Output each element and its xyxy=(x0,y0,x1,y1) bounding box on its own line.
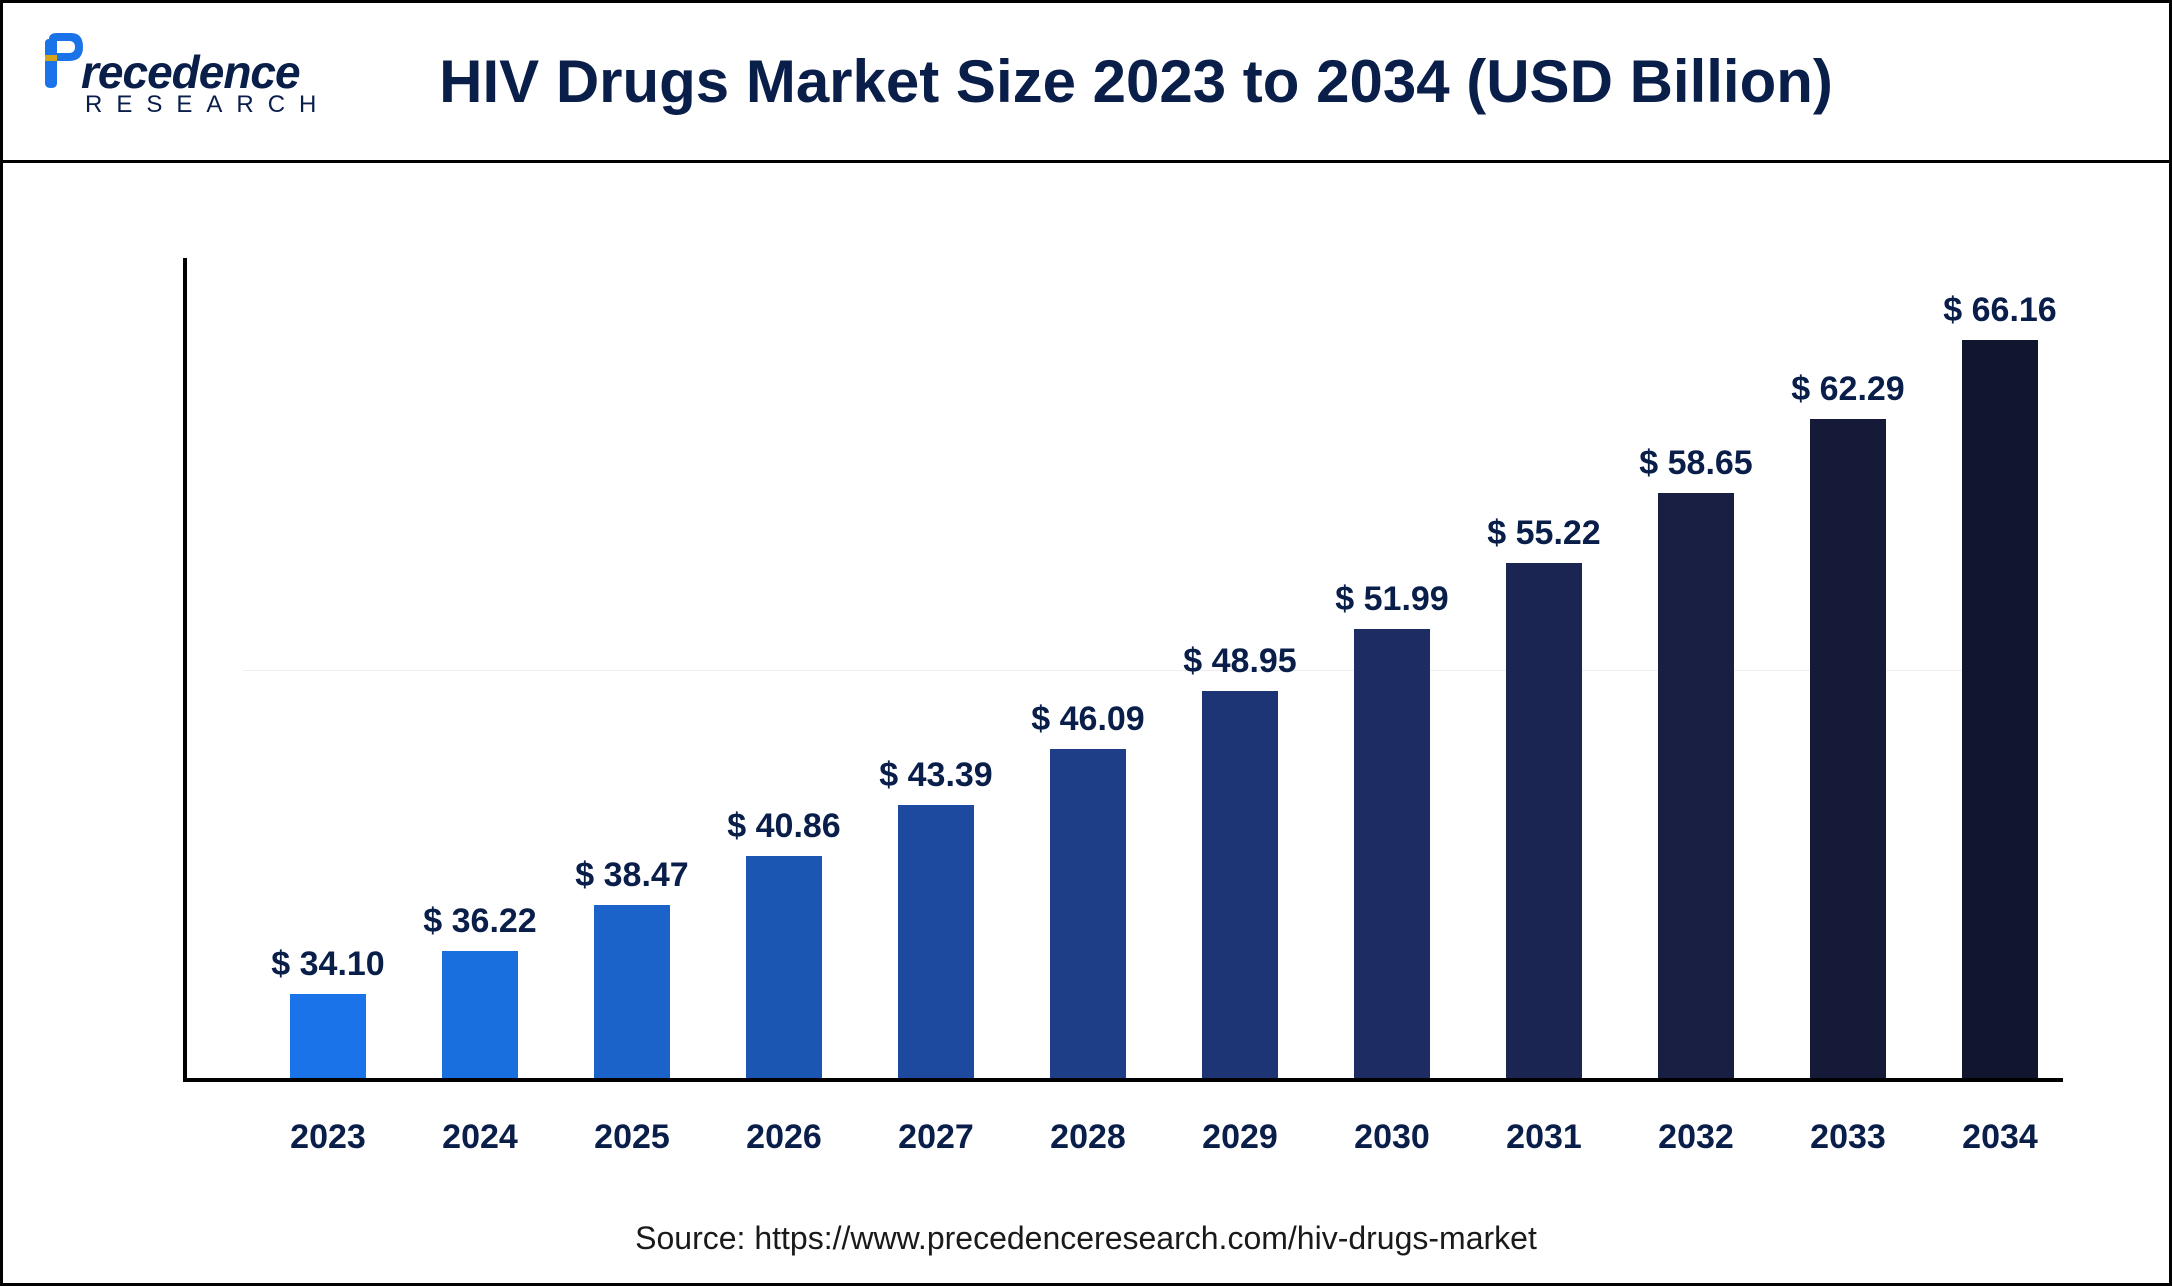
bar-value-label: $ 62.29 xyxy=(1768,370,1928,409)
bar-value-label: $ 34.10 xyxy=(248,945,408,984)
logo-brand-rest: recedence xyxy=(81,49,300,95)
logo-top-row: recedence xyxy=(43,33,300,95)
logo-subline: RESEARCH xyxy=(85,93,330,117)
x-axis-label: 2029 xyxy=(1180,1118,1300,1157)
x-axis-label: 2024 xyxy=(420,1118,540,1157)
bar xyxy=(1810,419,1886,1078)
bar-value-label: $ 46.09 xyxy=(1008,700,1168,739)
chart-plot-area: $ 34.10 $ 36.22 $ 38.47 $ 40.86 $ 43.39 $ 46.… xyxy=(183,258,2063,1078)
bar xyxy=(1962,340,2038,1078)
bar xyxy=(442,951,518,1078)
bar-value-label: $ 55.22 xyxy=(1464,514,1624,553)
bar xyxy=(1658,493,1734,1078)
x-axis-label: 2032 xyxy=(1636,1118,1756,1157)
bar-value-label: $ 43.39 xyxy=(856,756,1016,795)
bar xyxy=(1202,691,1278,1078)
bar-value-label: $ 58.65 xyxy=(1616,444,1776,483)
bar xyxy=(898,805,974,1078)
bar xyxy=(1354,629,1430,1078)
bar xyxy=(1050,749,1126,1078)
x-axis-label: 2034 xyxy=(1940,1118,2060,1157)
x-axis-label: 2033 xyxy=(1788,1118,1908,1157)
bar-value-label: $ 51.99 xyxy=(1312,580,1472,619)
x-axis-label: 2031 xyxy=(1484,1118,1604,1157)
bar xyxy=(1506,563,1582,1078)
chart-source: Source: https://www.precedenceresearch.c… xyxy=(3,1220,2169,1257)
bar xyxy=(594,905,670,1078)
logo-p-icon xyxy=(43,33,83,88)
bar-value-label: $ 40.86 xyxy=(704,807,864,846)
x-axis-labels: 2023 2024 2025 2026 2027 2028 2029 2030 2031 2032… xyxy=(183,1078,2063,1158)
bars-container: $ 34.10 $ 36.22 $ 38.47 $ 40.86 $ 43.39 $ 46.… xyxy=(183,258,2063,1078)
bar-value-label: $ 36.22 xyxy=(400,902,560,941)
bar-value-label: $ 38.47 xyxy=(552,856,712,895)
x-axis-label: 2023 xyxy=(268,1118,388,1157)
bar xyxy=(290,994,366,1078)
x-axis-label: 2030 xyxy=(1332,1118,1452,1157)
x-axis-label: 2025 xyxy=(572,1118,692,1157)
bar-value-label: $ 48.95 xyxy=(1160,642,1320,681)
x-axis-label: 2026 xyxy=(724,1118,844,1157)
bar xyxy=(746,856,822,1078)
x-axis-label: 2028 xyxy=(1028,1118,1148,1157)
chart-frame: recedence RESEARCH HIV Drugs Market Size… xyxy=(0,0,2172,1286)
chart-header: recedence RESEARCH HIV Drugs Market Size… xyxy=(3,3,2169,163)
brand-logo: recedence RESEARCH xyxy=(43,33,330,117)
x-axis-label: 2027 xyxy=(876,1118,996,1157)
bar-value-label: $ 66.16 xyxy=(1920,291,2080,330)
